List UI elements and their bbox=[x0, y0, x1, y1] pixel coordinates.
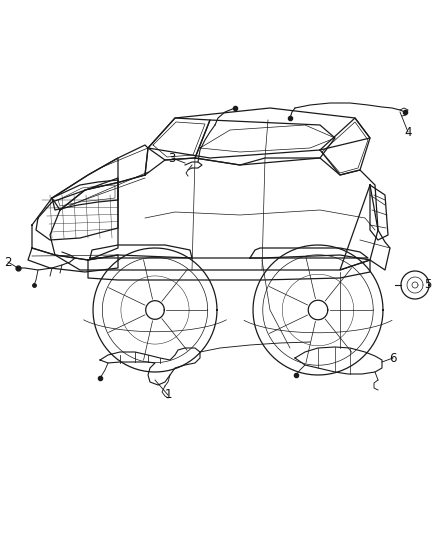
Text: 5: 5 bbox=[424, 279, 432, 292]
Text: 2: 2 bbox=[4, 255, 12, 269]
Text: 4: 4 bbox=[404, 125, 412, 139]
Text: 3: 3 bbox=[168, 151, 176, 165]
Text: 1: 1 bbox=[164, 389, 172, 401]
Text: 6: 6 bbox=[389, 351, 397, 365]
